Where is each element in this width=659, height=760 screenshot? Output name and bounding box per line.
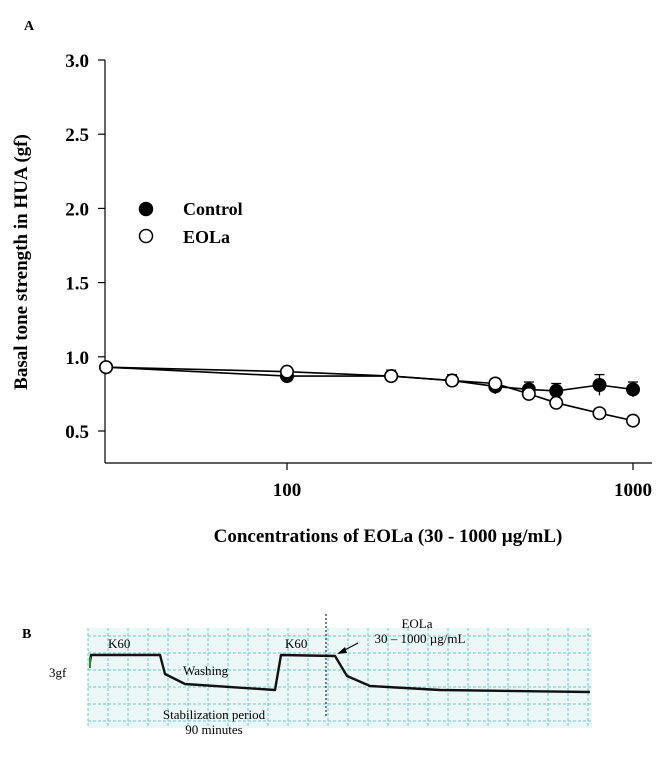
- y-tick-label: 3.0: [65, 51, 89, 72]
- x-ticks: 100 1000: [273, 463, 652, 501]
- data-point-eola: [99, 360, 114, 375]
- legend-control-marker: [138, 201, 154, 217]
- addition-arrow-head: [337, 647, 347, 654]
- data-point-control: [625, 382, 640, 397]
- k60-label-second: K60: [285, 636, 307, 651]
- legend-control-label: Control: [183, 199, 243, 219]
- data-point-eola: [625, 413, 640, 428]
- data-point-eola: [445, 373, 460, 388]
- data-point-eola: [279, 364, 294, 379]
- data-point-control: [549, 383, 564, 398]
- x-tick-label: 100: [273, 480, 302, 501]
- data-point-eola: [592, 406, 607, 421]
- panel-a-label: A: [24, 19, 35, 34]
- eola-concentration-label: 30 – 1000 µg/mL: [375, 631, 466, 646]
- y-tick-label: 2.0: [65, 199, 89, 220]
- stabilization-duration-label: 90 minutes: [185, 722, 242, 737]
- data-point-eola: [488, 376, 503, 391]
- chart-a: 0.5 1.0 1.5 2.0 2.5 3.0 100 1000 Basal tone st…: [11, 51, 652, 547]
- washing-label: Washing: [183, 663, 229, 678]
- legend-eola-label: EOLa: [183, 227, 230, 247]
- y-ticks: 0.5 1.0 1.5 2.0 2.5 3.0: [65, 51, 105, 443]
- x-axis-title: Concentrations of EOLa (30 - 1000 µg/mL): [214, 526, 563, 547]
- legend: Control EOLa: [138, 199, 243, 247]
- stabilization-label: Stabilization period: [163, 707, 266, 722]
- k60-label-first: K60: [108, 636, 130, 651]
- legend-eola-marker: [138, 228, 154, 244]
- tension-trace-panel: 3gf K60 K60 Washing EOLa 30 – 1000 µg/mL…: [49, 614, 592, 737]
- y-tick-label: 2.5: [65, 125, 89, 146]
- y-tick-label: 0.5: [65, 422, 89, 443]
- tension-trace-line: [88, 653, 591, 694]
- data-point-eola: [521, 386, 536, 401]
- series-layer: [99, 360, 640, 428]
- x-tick-label: 1000: [614, 480, 652, 501]
- data-point-eola: [384, 369, 399, 384]
- y-tick-label: 1.0: [65, 348, 89, 369]
- data-point-eola: [549, 395, 564, 410]
- panel-b-label: B: [22, 627, 31, 642]
- trace-grid: [87, 628, 592, 728]
- eola-label: EOLa: [401, 616, 432, 631]
- y-tick-label: 1.5: [65, 274, 89, 295]
- data-point-control: [592, 377, 607, 392]
- y-axis-title: Basal tone strength in HUA (gf): [11, 134, 32, 390]
- scale-label: 3gf: [49, 665, 67, 680]
